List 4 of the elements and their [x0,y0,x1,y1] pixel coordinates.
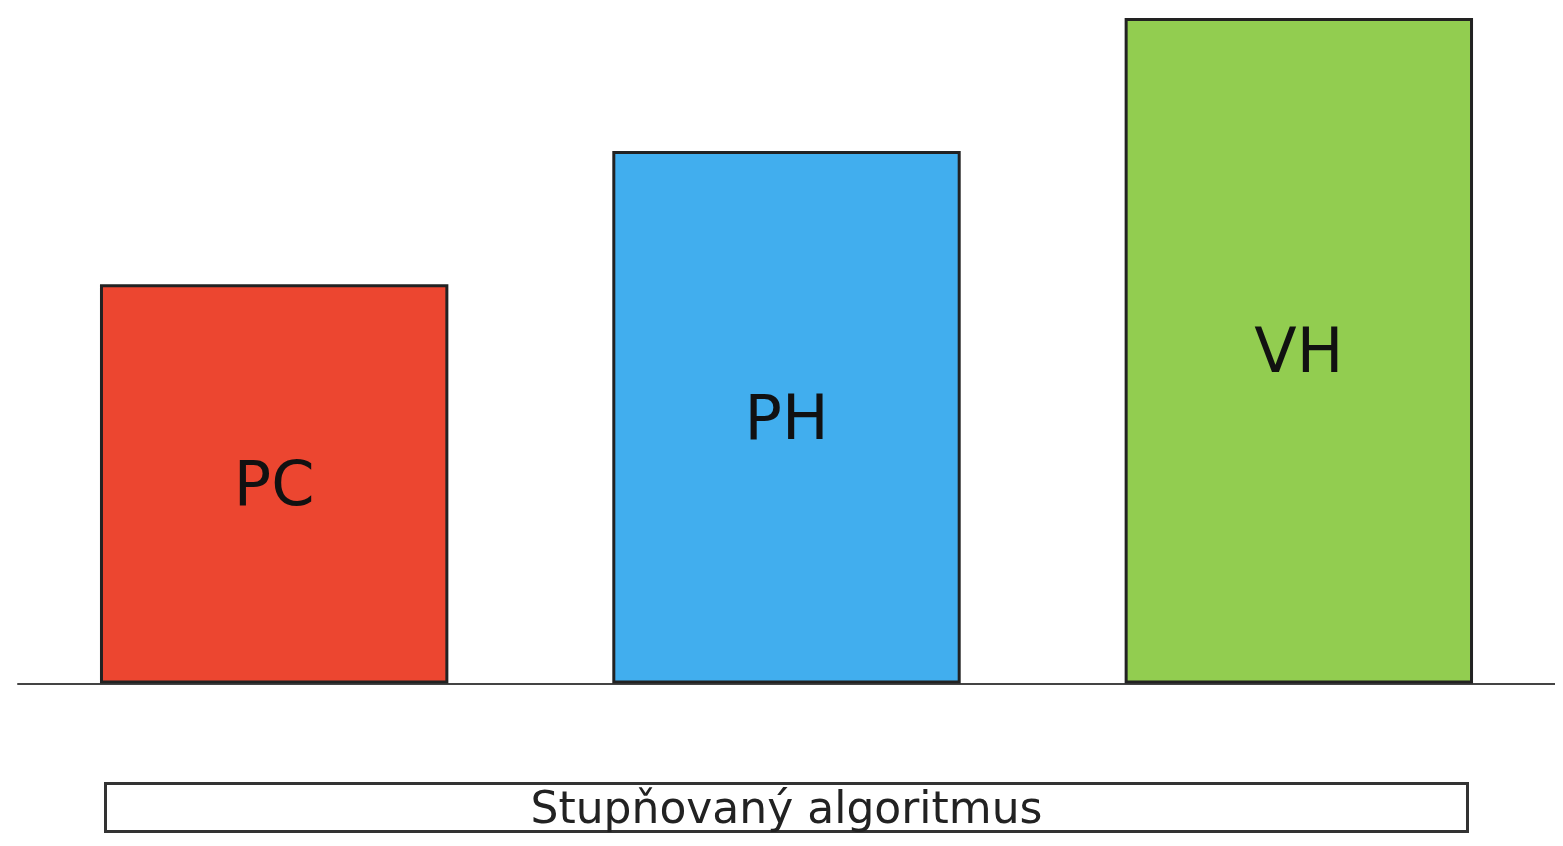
x-tick-label: VH [1254,314,1344,388]
x-tick-label: PC [233,447,315,521]
x-tick-label: PH [744,380,829,454]
x-axis-title: Stupňovaný algoritmus [530,782,1043,833]
